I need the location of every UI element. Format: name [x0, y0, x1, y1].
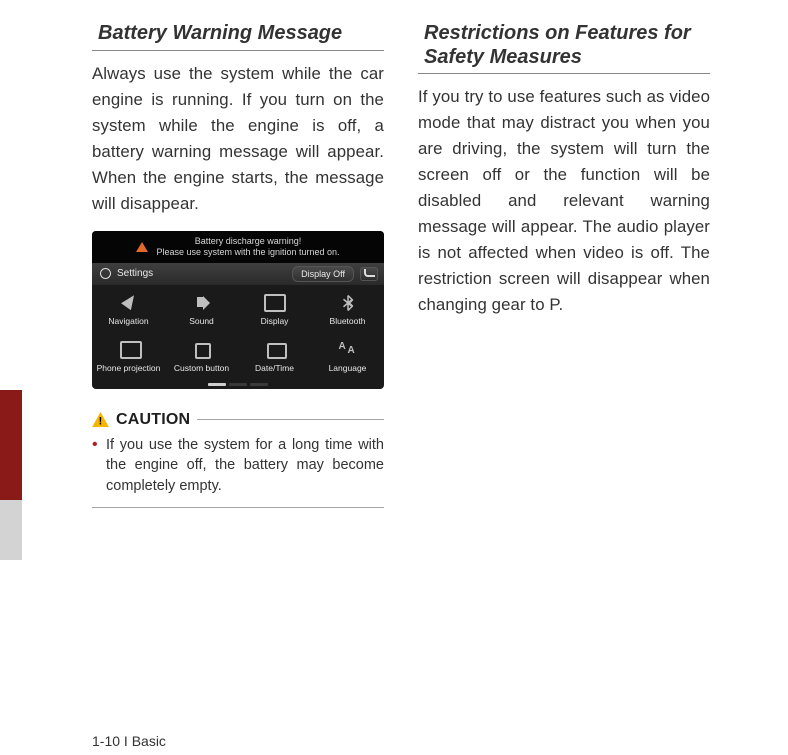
- warning-banner-text: Battery discharge warning! Please use sy…: [156, 236, 339, 259]
- caution-rule-bottom: [92, 507, 384, 508]
- warning-triangle-icon: [136, 242, 148, 252]
- caution-list: If you use the system for a long time wi…: [92, 435, 384, 497]
- settings-grid: Navigation Sound Display Bluetooth Phone…: [92, 287, 384, 381]
- tile-sound[interactable]: Sound: [165, 287, 238, 334]
- caution-label: CAUTION: [116, 411, 190, 429]
- tile-display[interactable]: Display: [238, 287, 311, 334]
- tile-label: Sound: [189, 316, 214, 326]
- caution-item: If you use the system for a long time wi…: [92, 435, 384, 497]
- calendar-icon: [264, 341, 286, 359]
- left-column: Battery Warning Message Always use the s…: [92, 22, 384, 508]
- tile-label: Display: [261, 316, 289, 326]
- tile-label: Language: [329, 363, 367, 373]
- section-title-restrictions: Restrictions on Features for Safety Meas…: [418, 22, 710, 74]
- caution-box: ! CAUTION If you use the system for a lo…: [92, 411, 384, 508]
- warning-banner: Battery discharge warning! Please use sy…: [92, 231, 384, 263]
- tile-language[interactable]: Language: [311, 334, 384, 381]
- side-tab-grey: [0, 500, 22, 560]
- tile-date-time[interactable]: Date/Time: [238, 334, 311, 381]
- caution-triangle-icon: !: [92, 412, 109, 427]
- page: Battery Warning Message Always use the s…: [0, 0, 788, 755]
- battery-body-text: Always use the system while the car engi…: [92, 61, 384, 217]
- tile-label: Navigation: [108, 316, 148, 326]
- right-column: Restrictions on Features for Safety Meas…: [418, 22, 710, 508]
- caution-head: ! CAUTION: [92, 411, 384, 429]
- tile-bluetooth[interactable]: Bluetooth: [311, 287, 384, 334]
- display-icon: [264, 294, 286, 312]
- back-button[interactable]: [360, 267, 378, 281]
- svg-text:!: !: [99, 416, 103, 428]
- tile-label: Date/Time: [255, 363, 294, 373]
- warning-line1: Battery discharge warning!: [195, 236, 302, 246]
- sound-icon: [191, 294, 213, 312]
- pager-dot: [208, 383, 226, 386]
- pager-dot: [229, 383, 247, 386]
- navigation-icon: [118, 294, 140, 312]
- tile-label: Phone projection: [97, 363, 161, 373]
- settings-screenshot: Battery discharge warning! Please use sy…: [92, 231, 384, 389]
- tile-navigation[interactable]: Navigation: [92, 287, 165, 334]
- settings-bar: Settings Display Off: [92, 263, 384, 285]
- pager-dot: [250, 383, 268, 386]
- settings-bar-title: Settings: [117, 268, 153, 279]
- display-off-button[interactable]: Display Off: [292, 266, 354, 282]
- phone-icon: [120, 341, 142, 359]
- tile-label: Bluetooth: [330, 316, 366, 326]
- warning-line2: Please use system with the ignition turn…: [156, 247, 339, 257]
- side-tab-red: [0, 390, 22, 500]
- pager: [92, 383, 384, 386]
- caution-rule: [197, 419, 384, 420]
- gear-icon: [100, 268, 111, 279]
- language-icon: [337, 341, 359, 359]
- section-title-battery: Battery Warning Message: [92, 22, 384, 51]
- restrictions-body-text: If you try to use features such as video…: [418, 84, 710, 318]
- custom-icon: [191, 341, 213, 359]
- tile-custom-button[interactable]: Custom button: [165, 334, 238, 381]
- content-columns: Battery Warning Message Always use the s…: [0, 0, 788, 508]
- page-footer: 1-10 I Basic: [92, 733, 166, 749]
- bluetooth-icon: [337, 294, 359, 312]
- tile-phone-projection[interactable]: Phone projection: [92, 334, 165, 381]
- tile-label: Custom button: [174, 363, 229, 373]
